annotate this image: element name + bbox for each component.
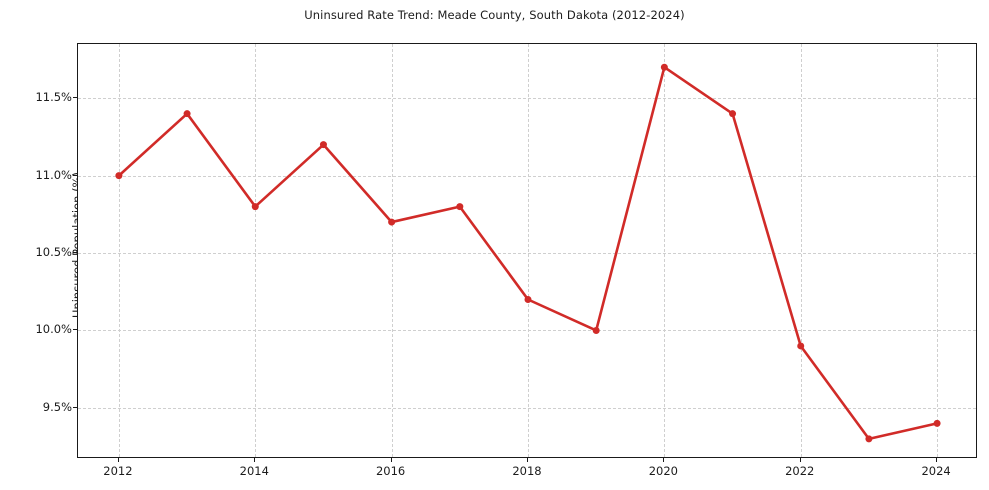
y-axis-tick-label: 11.5%	[35, 90, 72, 105]
data-point-marker: 2012: 11%	[115, 172, 123, 180]
y-axis-tick-mark	[73, 97, 77, 99]
line-series-layer: 2012: 11% 2013: 11.4% 2014: 10.8% 2015: 11.…	[115, 63, 941, 443]
data-point-marker: 2019: 10%	[592, 326, 600, 334]
y-axis-tick-mark	[73, 329, 77, 331]
x-axis-tick-label: 2016	[375, 464, 406, 478]
y-axis-tick-label: 9.5%	[42, 399, 72, 414]
y-axis-tick-label: 10.0%	[35, 322, 72, 337]
series-line	[117, 65, 939, 441]
x-axis-tick-label: 2014	[239, 464, 269, 478]
y-axis-tick-mark	[73, 252, 77, 254]
data-point-marker: 2024: 9.4%	[933, 419, 941, 427]
data-point-marker: 2014: 10.8%	[251, 203, 259, 211]
data-point-marker: 2013: 11.4%	[183, 110, 191, 118]
y-axis-tick-mark	[73, 174, 77, 176]
x-axis-tick-mark	[799, 458, 801, 462]
data-point-marker: 2023: 9.3%	[865, 435, 873, 443]
data-point-marker: 2016: 10.7%	[388, 218, 396, 226]
x-axis-tick-mark	[663, 458, 665, 462]
y-axis-tick-mark	[73, 406, 77, 408]
y-axis-tick-labels: 9.5% 10.0% 10.5% 11.0% 11.5%	[0, 0, 72, 490]
series-markers: 2012: 11% 2013: 11.4% 2014: 10.8% 2015: 11.…	[115, 63, 941, 443]
data-point-marker: 2015: 11.2%	[319, 141, 327, 149]
y-axis-tick-label: 11.0%	[35, 167, 72, 182]
y-axis-tick-label: 10.5%	[35, 245, 72, 260]
chart-title: Uninsured Rate Trend: Meade County, Sout…	[304, 8, 685, 22]
x-axis-tick-mark	[390, 458, 392, 462]
data-point-marker: 2020: 11.7%	[660, 63, 668, 71]
x-axis-tick-label: 2018	[512, 464, 542, 478]
data-point-marker: 2022: 9.9%	[797, 342, 805, 350]
x-axis-tick-label: 2020	[648, 464, 678, 478]
x-axis-tick-label: 2024	[921, 464, 951, 478]
x-axis-tick-mark	[936, 458, 938, 462]
x-axis-tick-mark	[117, 458, 119, 462]
plot-area: 2012: 11% 2013: 11.4% 2014: 10.8% 2015: 11.…	[77, 43, 977, 458]
data-point-marker: 2021: 11.4%	[729, 110, 737, 118]
x-axis-tick-label: 2022	[785, 464, 815, 478]
x-axis-tick-mark	[527, 458, 528, 462]
x-axis-tick-mark	[254, 458, 256, 462]
x-axis-tick-label: 2012	[103, 464, 133, 478]
data-point-marker: 2018: 10.2%	[524, 296, 532, 303]
data-point-marker: 2017: 10.8%	[456, 203, 464, 211]
